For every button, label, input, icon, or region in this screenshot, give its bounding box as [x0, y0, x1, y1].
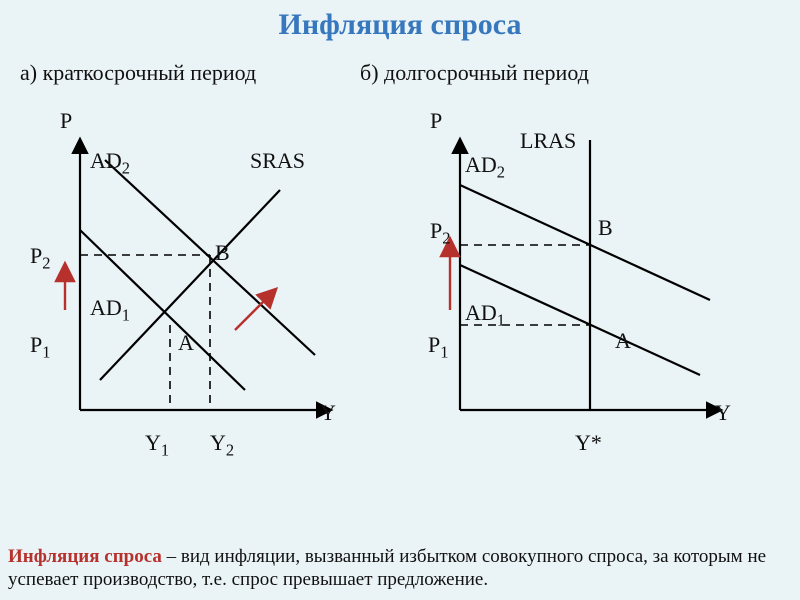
lbl-Y1-a: Y1 [145, 430, 169, 460]
lbl-P1-a: P1 [30, 332, 51, 362]
lbl-P2-a: P2 [30, 243, 51, 273]
lbl-Ystar: Y* [575, 430, 602, 456]
lbl-B-a: B [215, 240, 230, 266]
charts: P Y AD2 SRAS AD1 P2 P1 B A Y1 Y2 P LRAS … [20, 100, 780, 515]
red-arrow-right-a [235, 290, 275, 330]
lbl-AD2-a: AD2 [90, 148, 130, 178]
chart-a [65, 140, 330, 410]
slide: Инфляция спроса а) краткосрочный период … [0, 0, 800, 600]
subtitle-a: а) краткосрочный период [20, 60, 256, 86]
lbl-B-b: B [598, 215, 613, 241]
lbl-Y-b: Y [715, 400, 731, 426]
lbl-A-b: A [615, 328, 631, 354]
lbl-A-a: A [178, 330, 194, 356]
lbl-P2-b: P2 [430, 218, 451, 248]
subtitle-b: б) долгосрочный период [360, 60, 589, 86]
lbl-AD1-a: AD1 [90, 295, 130, 325]
lbl-P1-b: P1 [428, 332, 449, 362]
lbl-P-b: P [430, 108, 442, 134]
lbl-Y2-a: Y2 [210, 430, 234, 460]
lbl-AD1-b: AD1 [465, 300, 505, 330]
lbl-AD2-b: AD2 [465, 152, 505, 182]
slide-title: Инфляция спроса [0, 8, 800, 42]
footnote-term: Инфляция спроса [8, 546, 162, 567]
lbl-P-a: P [60, 108, 72, 134]
lbl-LRAS: LRAS [520, 128, 576, 154]
lbl-Y-a: Y [320, 400, 336, 426]
lbl-SRAS-a: SRAS [250, 148, 305, 174]
chart-svg [20, 100, 780, 515]
footnote: Инфляция спроса – вид инфляции, вызванны… [8, 545, 792, 593]
